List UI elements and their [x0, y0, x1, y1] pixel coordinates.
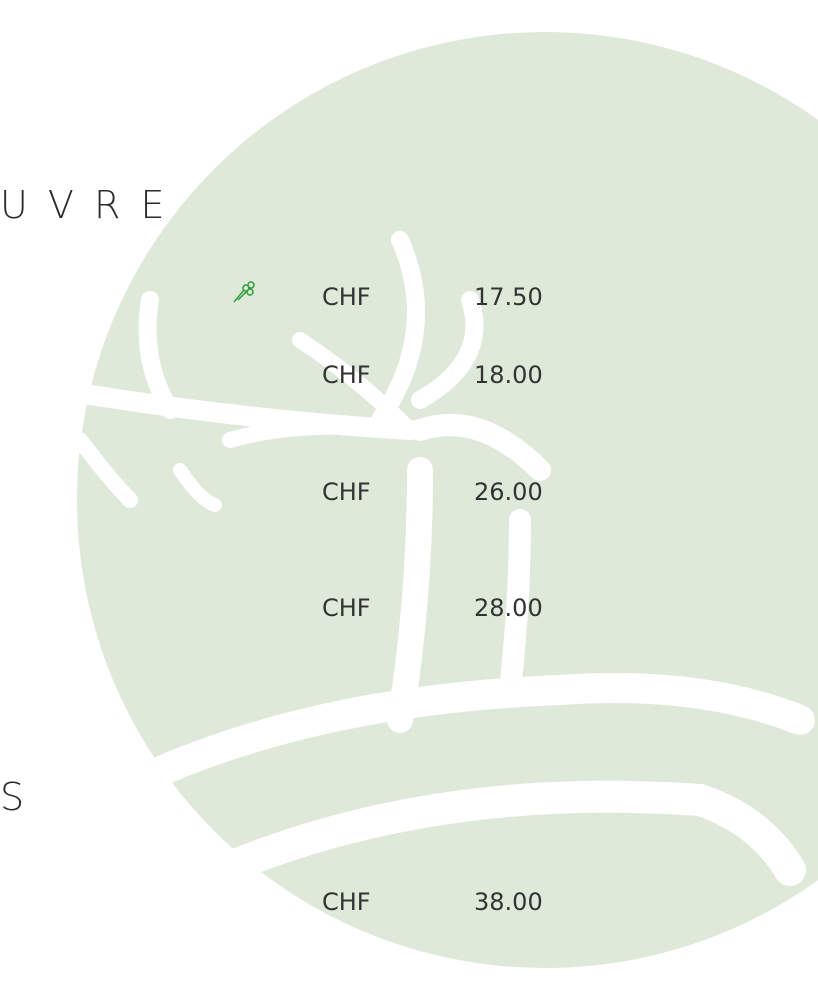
- price: 26.00: [474, 480, 543, 504]
- circle: [77, 32, 818, 968]
- page: U V R E S CHF 17.50 CHF 18.00 CHF 26.00 …: [0, 0, 818, 981]
- heading: S: [0, 778, 28, 816]
- price: 18.00: [474, 363, 543, 387]
- price: 17.50: [474, 285, 543, 309]
- currency: CHF: [322, 596, 371, 620]
- price: 38.00: [474, 890, 543, 914]
- price: 28.00: [474, 596, 543, 620]
- currency: CHF: [322, 363, 371, 387]
- currency: CHF: [322, 285, 371, 309]
- heading: U V R E: [0, 186, 168, 224]
- currency: CHF: [322, 890, 371, 914]
- background: [0, 0, 818, 981]
- currency: CHF: [322, 480, 371, 504]
